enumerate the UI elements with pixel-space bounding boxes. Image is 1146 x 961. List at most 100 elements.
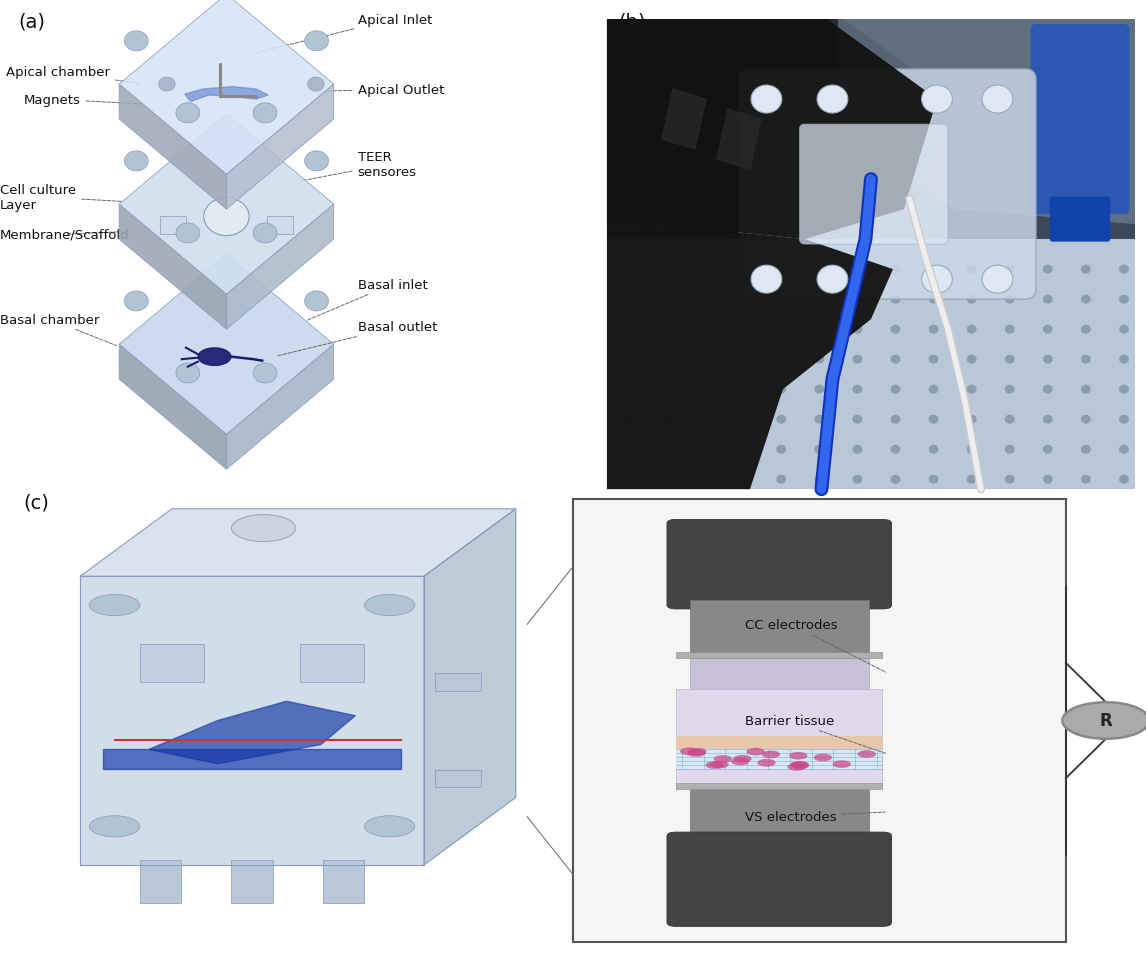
Circle shape bbox=[890, 295, 901, 305]
Circle shape bbox=[776, 356, 786, 364]
Circle shape bbox=[731, 758, 749, 766]
Bar bbox=[140, 644, 204, 682]
Circle shape bbox=[689, 748, 707, 755]
Circle shape bbox=[746, 748, 764, 755]
Circle shape bbox=[890, 356, 901, 364]
Circle shape bbox=[833, 760, 851, 768]
Circle shape bbox=[776, 295, 786, 305]
Circle shape bbox=[125, 32, 148, 52]
Text: Barrier tissue: Barrier tissue bbox=[745, 714, 886, 753]
Circle shape bbox=[1005, 445, 1014, 455]
Polygon shape bbox=[424, 509, 516, 865]
Bar bbox=[690, 658, 869, 690]
Circle shape bbox=[1005, 356, 1014, 364]
Circle shape bbox=[738, 445, 748, 455]
Circle shape bbox=[853, 445, 863, 455]
Bar bbox=[231, 860, 273, 903]
Circle shape bbox=[1043, 476, 1053, 484]
Circle shape bbox=[853, 265, 863, 274]
Circle shape bbox=[700, 415, 711, 424]
Circle shape bbox=[700, 265, 711, 274]
Text: Basal chamber: Basal chamber bbox=[0, 313, 117, 346]
Circle shape bbox=[623, 476, 634, 484]
Circle shape bbox=[928, 385, 939, 394]
Circle shape bbox=[714, 755, 732, 763]
Circle shape bbox=[364, 816, 415, 837]
Polygon shape bbox=[227, 205, 333, 330]
Circle shape bbox=[1081, 385, 1091, 394]
FancyBboxPatch shape bbox=[800, 125, 948, 245]
Circle shape bbox=[890, 326, 901, 334]
Circle shape bbox=[204, 198, 249, 236]
Polygon shape bbox=[607, 20, 953, 240]
Circle shape bbox=[967, 295, 976, 305]
Polygon shape bbox=[80, 509, 516, 577]
Bar bbox=[140, 860, 181, 903]
Circle shape bbox=[815, 265, 824, 274]
Circle shape bbox=[1118, 295, 1129, 305]
Circle shape bbox=[967, 356, 976, 364]
Circle shape bbox=[662, 445, 672, 455]
Polygon shape bbox=[607, 220, 893, 490]
Circle shape bbox=[1043, 295, 1053, 305]
Circle shape bbox=[815, 295, 824, 305]
Circle shape bbox=[776, 476, 786, 484]
Circle shape bbox=[815, 476, 824, 484]
Circle shape bbox=[758, 759, 776, 767]
Circle shape bbox=[815, 415, 824, 424]
FancyBboxPatch shape bbox=[607, 20, 1135, 490]
Polygon shape bbox=[185, 87, 268, 103]
Circle shape bbox=[1043, 326, 1053, 334]
Circle shape bbox=[89, 595, 140, 616]
Circle shape bbox=[158, 78, 175, 92]
Circle shape bbox=[305, 291, 329, 311]
Circle shape bbox=[928, 265, 939, 274]
Circle shape bbox=[680, 748, 698, 755]
Circle shape bbox=[1043, 385, 1053, 394]
Polygon shape bbox=[80, 577, 424, 865]
Circle shape bbox=[1118, 265, 1129, 274]
Circle shape bbox=[762, 751, 780, 758]
Circle shape bbox=[738, 265, 748, 274]
Circle shape bbox=[738, 476, 748, 484]
Circle shape bbox=[706, 761, 724, 769]
Circle shape bbox=[776, 265, 786, 274]
Bar bbox=[300, 644, 364, 682]
Circle shape bbox=[815, 385, 824, 394]
Circle shape bbox=[1081, 476, 1091, 484]
Circle shape bbox=[1081, 295, 1091, 305]
Text: Cell culture
Layer: Cell culture Layer bbox=[0, 184, 123, 211]
Circle shape bbox=[253, 224, 277, 244]
Circle shape bbox=[967, 385, 976, 394]
Text: TEER
sensores: TEER sensores bbox=[300, 151, 416, 182]
Circle shape bbox=[853, 415, 863, 424]
FancyBboxPatch shape bbox=[667, 832, 892, 926]
Bar bbox=[159, 217, 186, 234]
Circle shape bbox=[928, 326, 939, 334]
Circle shape bbox=[623, 415, 634, 424]
Circle shape bbox=[1118, 385, 1129, 394]
Circle shape bbox=[928, 415, 939, 424]
Circle shape bbox=[1062, 702, 1146, 739]
Bar bbox=[435, 674, 481, 691]
Circle shape bbox=[662, 295, 672, 305]
Polygon shape bbox=[119, 85, 227, 209]
Circle shape bbox=[305, 152, 329, 172]
Circle shape bbox=[776, 415, 786, 424]
Circle shape bbox=[1043, 356, 1053, 364]
Polygon shape bbox=[227, 345, 333, 470]
Circle shape bbox=[1005, 476, 1014, 484]
Circle shape bbox=[1081, 265, 1091, 274]
Circle shape bbox=[231, 515, 296, 542]
Circle shape bbox=[787, 763, 806, 771]
Circle shape bbox=[623, 385, 634, 394]
Circle shape bbox=[790, 752, 808, 760]
FancyBboxPatch shape bbox=[1030, 25, 1130, 215]
Text: Basal outlet: Basal outlet bbox=[277, 321, 437, 357]
Circle shape bbox=[1005, 265, 1014, 274]
Circle shape bbox=[890, 415, 901, 424]
Text: Apical Outlet: Apical Outlet bbox=[313, 84, 444, 96]
Bar bbox=[323, 860, 364, 903]
Circle shape bbox=[814, 754, 832, 762]
Circle shape bbox=[1118, 476, 1129, 484]
